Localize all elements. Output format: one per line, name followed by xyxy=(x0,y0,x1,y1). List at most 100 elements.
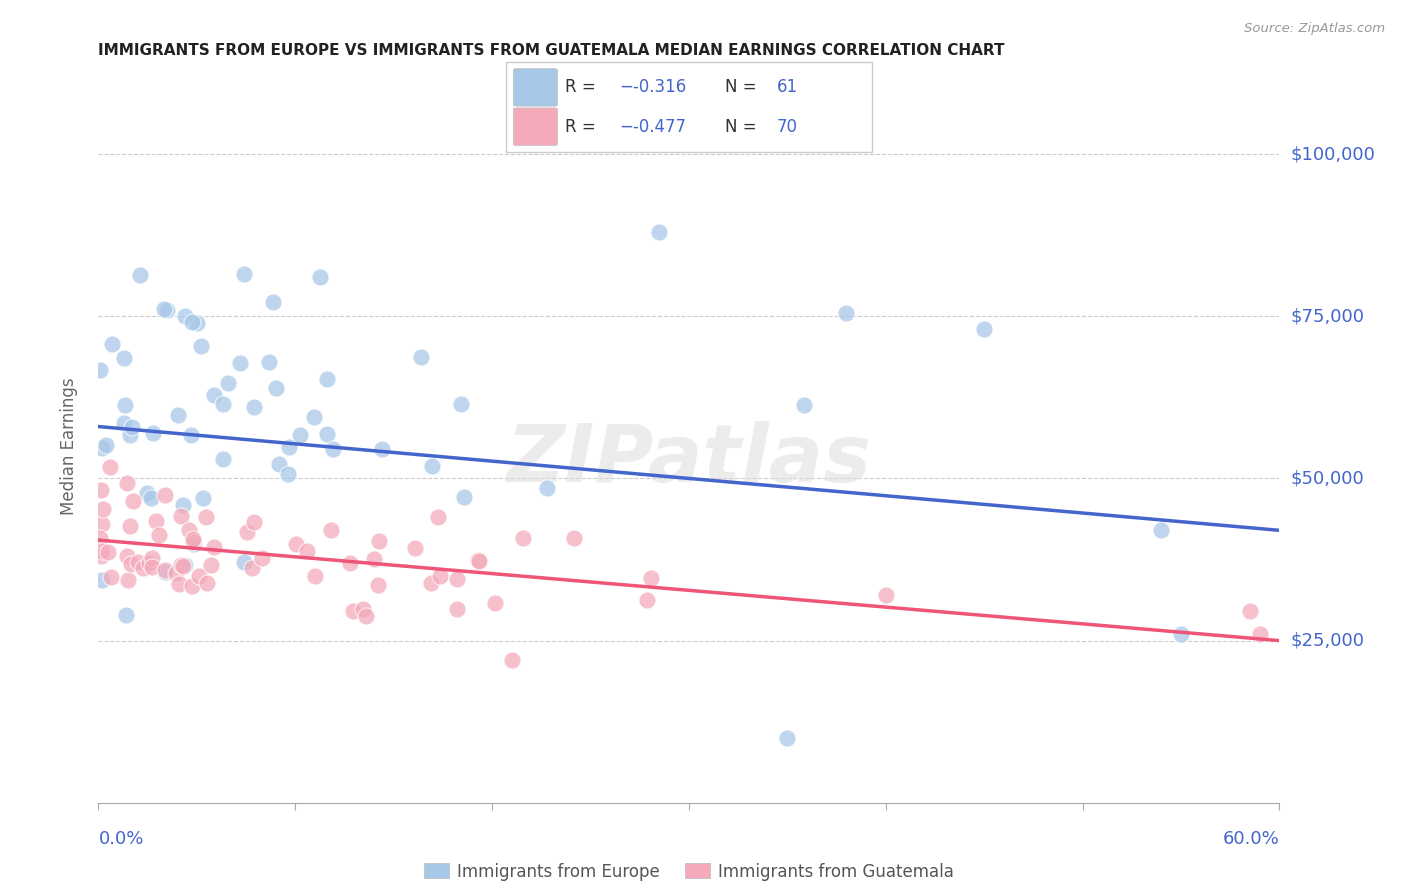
Point xyxy=(180,428,202,442)
FancyBboxPatch shape xyxy=(513,108,557,145)
Point xyxy=(257,355,280,369)
Point xyxy=(145,514,167,528)
Point xyxy=(152,301,174,316)
Point xyxy=(89,531,111,545)
Point xyxy=(167,577,190,591)
Point xyxy=(165,566,187,581)
Point xyxy=(97,545,120,559)
Point xyxy=(195,576,218,591)
Text: −-0.477: −-0.477 xyxy=(620,118,686,136)
Point xyxy=(316,427,339,442)
Text: Source: ZipAtlas.com: Source: ZipAtlas.com xyxy=(1244,22,1385,36)
Point xyxy=(112,351,135,366)
Point xyxy=(501,653,523,667)
Point xyxy=(101,336,124,351)
Point xyxy=(512,531,534,545)
Point xyxy=(186,316,208,330)
Point xyxy=(1249,627,1271,641)
Point xyxy=(200,558,222,572)
Point xyxy=(170,558,193,572)
Point xyxy=(322,442,344,456)
Point xyxy=(141,559,163,574)
Point xyxy=(484,596,506,610)
Text: −-0.316: −-0.316 xyxy=(620,78,686,96)
FancyBboxPatch shape xyxy=(513,69,557,106)
Point xyxy=(356,609,378,624)
Point xyxy=(284,536,307,550)
Point xyxy=(367,534,389,549)
Point xyxy=(429,568,451,582)
Point xyxy=(128,268,150,282)
Point xyxy=(277,467,299,482)
Point xyxy=(120,519,142,533)
Point xyxy=(94,437,117,451)
Text: N =: N = xyxy=(725,78,762,96)
Point xyxy=(117,573,139,587)
Point xyxy=(450,397,472,411)
Point xyxy=(112,417,135,431)
Point xyxy=(148,527,170,541)
Point xyxy=(427,510,450,524)
Point xyxy=(264,381,287,395)
Point xyxy=(98,460,121,475)
Point xyxy=(190,338,212,352)
Point xyxy=(136,485,159,500)
Point xyxy=(138,556,160,570)
Point xyxy=(648,225,671,239)
Point xyxy=(290,427,312,442)
Point xyxy=(141,551,163,566)
Point xyxy=(875,588,897,602)
Point xyxy=(172,559,194,574)
Point xyxy=(342,604,364,618)
Point xyxy=(202,387,225,401)
Point xyxy=(142,426,165,441)
Point xyxy=(321,523,343,537)
Point xyxy=(243,515,266,529)
Point xyxy=(636,592,658,607)
Point xyxy=(277,440,299,454)
Point xyxy=(339,556,361,570)
Point xyxy=(183,537,205,551)
Text: 60.0%: 60.0% xyxy=(1223,830,1279,847)
Point xyxy=(115,549,138,564)
Point xyxy=(153,565,176,579)
Point xyxy=(139,491,162,505)
Point xyxy=(262,294,284,309)
Point xyxy=(181,579,204,593)
Point xyxy=(1239,604,1261,618)
Point xyxy=(252,550,274,565)
Point xyxy=(132,561,155,575)
Point xyxy=(212,452,235,467)
Text: $100,000: $100,000 xyxy=(1291,145,1375,163)
Point xyxy=(91,516,114,531)
Text: R =: R = xyxy=(565,78,600,96)
FancyBboxPatch shape xyxy=(506,62,872,152)
Point xyxy=(121,419,143,434)
Text: ZIPatlas: ZIPatlas xyxy=(506,421,872,500)
Point xyxy=(243,401,266,415)
Point xyxy=(640,571,662,585)
Point xyxy=(367,577,389,591)
Point xyxy=(562,531,585,545)
Point xyxy=(233,555,256,569)
Point xyxy=(91,441,114,455)
Point xyxy=(835,306,858,320)
Point xyxy=(122,494,145,508)
Point xyxy=(309,270,332,285)
Point xyxy=(174,310,197,324)
Point xyxy=(536,481,558,495)
Point xyxy=(100,570,122,584)
Point xyxy=(371,442,394,456)
Point xyxy=(167,408,190,422)
Point xyxy=(118,428,141,442)
Point xyxy=(204,540,226,554)
Point xyxy=(1150,524,1173,538)
Point xyxy=(181,532,204,546)
Text: IMMIGRANTS FROM EUROPE VS IMMIGRANTS FROM GUATEMALA MEDIAN EARNINGS CORRELATION : IMMIGRANTS FROM EUROPE VS IMMIGRANTS FRO… xyxy=(98,43,1005,58)
Y-axis label: Median Earnings: Median Earnings xyxy=(59,377,77,515)
Point xyxy=(404,541,426,555)
Point xyxy=(89,363,111,377)
Point xyxy=(467,553,489,567)
Text: 0.0%: 0.0% xyxy=(98,830,143,847)
Point xyxy=(90,573,112,587)
